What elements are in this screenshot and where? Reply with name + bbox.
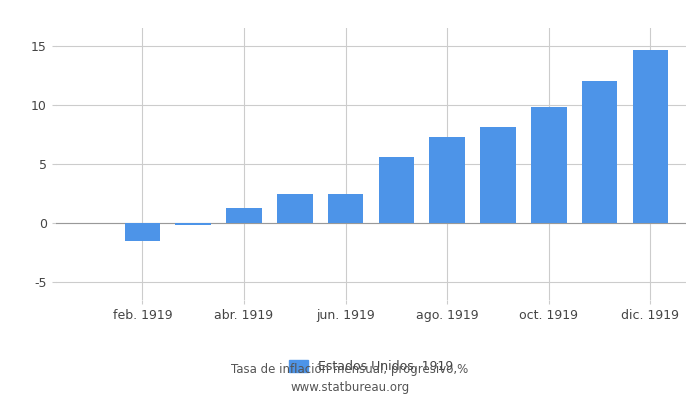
Legend: Estados Unidos, 1919: Estados Unidos, 1919 — [284, 355, 458, 378]
Text: Tasa de inflación mensual, progresivo,%: Tasa de inflación mensual, progresivo,% — [232, 364, 468, 376]
Bar — [277, 194, 313, 223]
Bar — [328, 194, 363, 223]
Bar — [379, 157, 414, 223]
Bar — [480, 127, 516, 223]
Text: www.statbureau.org: www.statbureau.org — [290, 382, 410, 394]
Bar — [226, 208, 262, 223]
Bar — [176, 223, 211, 226]
Bar — [582, 81, 617, 223]
Bar — [125, 223, 160, 241]
Bar — [429, 137, 465, 223]
Bar — [633, 50, 668, 223]
Bar — [531, 107, 566, 223]
